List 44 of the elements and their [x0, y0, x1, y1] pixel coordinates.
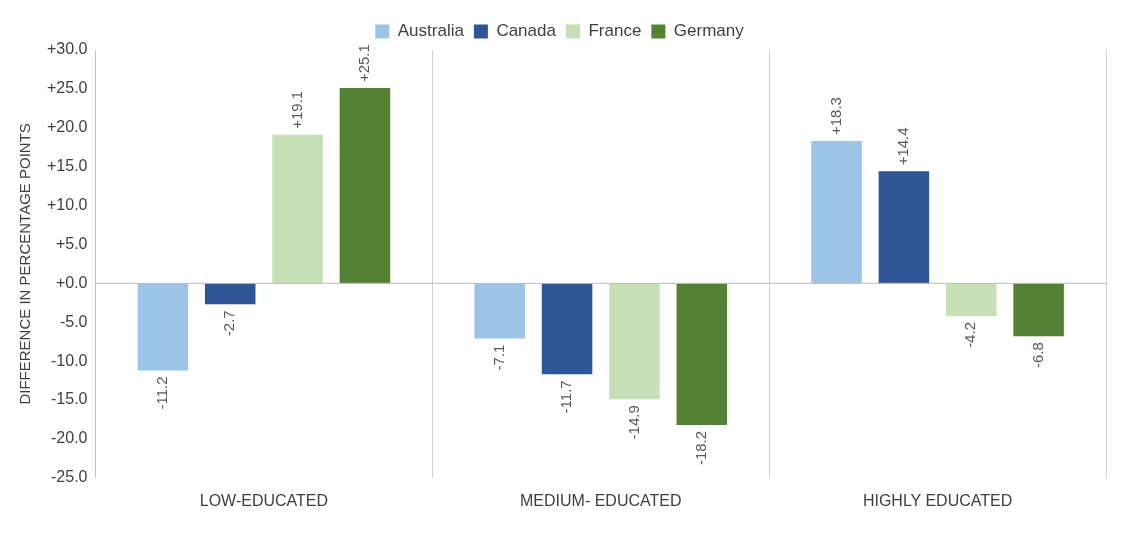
bar	[946, 283, 997, 317]
data-label: -11.7	[557, 380, 575, 414]
x-tick-label: HIGHLY EDUCATED	[862, 491, 1013, 509]
data-label: -4.2	[961, 322, 979, 348]
y-tick-label: -25.0	[51, 468, 88, 486]
bar	[878, 171, 930, 284]
data-label: +19.1	[287, 90, 305, 129]
bar	[609, 283, 660, 400]
bar	[272, 134, 323, 284]
data-label: -14.9	[624, 405, 642, 440]
legend-label: Canada	[496, 21, 557, 41]
data-label: -2.7	[220, 310, 238, 337]
y-tick-label: +10.0	[47, 195, 88, 213]
x-tick-label: MEDIUM- EDUCATED	[520, 491, 682, 509]
data-label: +18.3	[826, 97, 844, 135]
data-label: +14.4	[894, 127, 912, 166]
y-tick-label: -15.0	[51, 390, 88, 408]
data-label: -11.2	[152, 376, 170, 410]
data-label: -6.8	[1028, 342, 1046, 369]
y-tick-label: +5.0	[55, 234, 88, 252]
y-tick-label: +30.0	[47, 40, 88, 58]
data-label: -18.2	[691, 430, 709, 466]
data-label: +25.1	[355, 44, 373, 83]
bar	[474, 283, 525, 339]
bar	[339, 88, 391, 284]
y-tick-label: +20.0	[47, 118, 88, 136]
y-tick-label: +25.0	[47, 79, 88, 97]
bar	[137, 283, 189, 371]
y-tick-label: +0.0	[55, 273, 88, 291]
y-tick-label: -5.0	[59, 312, 88, 330]
y-tick-label: +15.0	[47, 157, 88, 175]
y-axis-title: DIFFERENCE IN PERCENTAGE POINTS	[16, 123, 34, 405]
x-tick-label: LOW-EDUCATED	[199, 491, 329, 509]
legend-label: Germany	[673, 21, 745, 41]
bar	[1013, 283, 1064, 337]
legend-label: Australia	[397, 21, 465, 41]
bar	[811, 141, 862, 284]
bar	[541, 283, 593, 375]
y-tick-label: -10.0	[51, 351, 88, 369]
bar	[676, 283, 728, 425]
data-label: -7.1	[489, 344, 507, 371]
y-tick-label: -20.0	[51, 429, 88, 447]
bar	[204, 283, 256, 305]
legend-label: France	[588, 21, 642, 41]
